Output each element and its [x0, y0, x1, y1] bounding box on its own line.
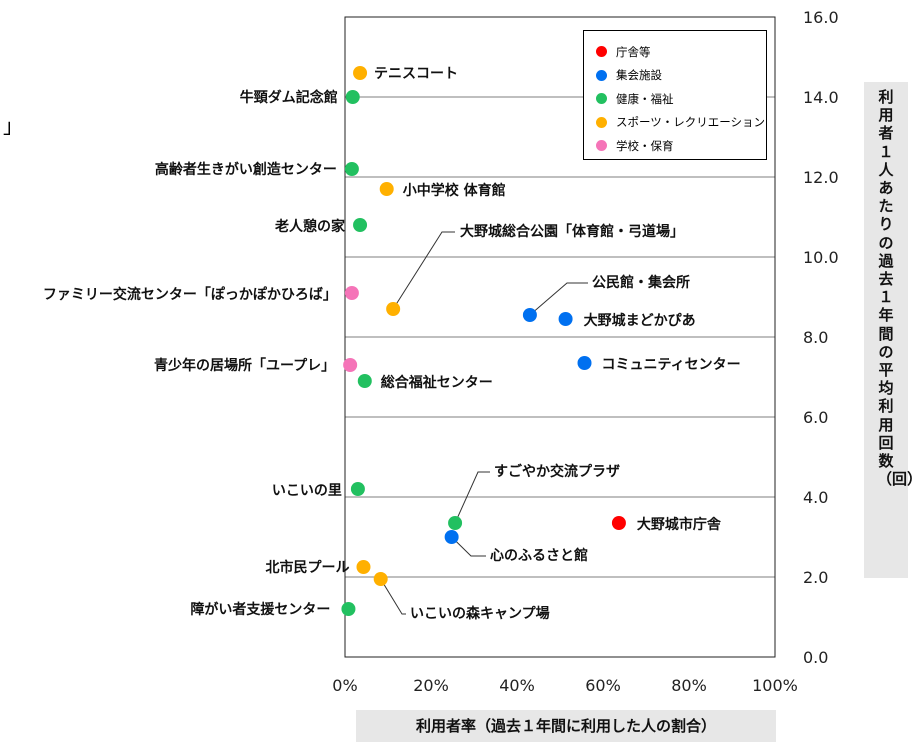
legend-marker — [596, 140, 607, 152]
y-tick-label: 12.0 — [803, 168, 839, 187]
gridlines — [345, 96, 775, 578]
data-point — [341, 602, 356, 616]
leader-line — [380, 578, 406, 615]
y-axis-title: 利用者１人あたりの過去１年間の平均利用回数（回） — [864, 82, 922, 578]
point-label: 総合福祉センター — [381, 374, 493, 391]
y-tick-label: 16.0 — [803, 8, 839, 27]
data-point — [448, 516, 463, 530]
data-point — [444, 530, 459, 544]
x-tick-label: 20% — [413, 676, 449, 695]
y-tick-label: 6.0 — [803, 408, 828, 427]
y-tick-label: 2.0 — [803, 568, 828, 587]
point-label: いこいの里 — [272, 483, 342, 499]
scatter-chart: 0.0 2.0 4.0 6.0 8.0 10.0 12.0 14.0 16.0 0% 20% 40%… — [43, 8, 839, 695]
point-label: 小中学校 体育館 — [403, 182, 506, 199]
legend-item: 健康・福祉 — [596, 87, 766, 111]
data-point — [356, 560, 371, 574]
leader-line — [392, 231, 455, 310]
legend-label: スポーツ・レクリエーション — [616, 115, 766, 130]
data-point — [350, 482, 365, 496]
y-axis-title-text: 利用者１人あたりの過去１年間の平均利用回数（回） — [877, 88, 922, 489]
x-tick-labels: 0% 20% 40% 60% 80% 100% — [332, 676, 798, 695]
point-label: 高齢者生きがい創造センター — [155, 161, 337, 178]
data-point — [577, 356, 592, 370]
point-label: コミュニティセンター — [602, 357, 741, 373]
x-tick-label: 80% — [671, 676, 707, 695]
point-label: 牛頸ダム記念館 — [240, 89, 338, 106]
point-label: 大野城まどかぴあ — [584, 312, 696, 329]
legend-label: 健康・福祉 — [616, 91, 674, 106]
data-point — [344, 162, 359, 176]
plot-area-frame — [344, 16, 776, 658]
data-point — [386, 302, 401, 316]
y-tick-label: 14.0 — [803, 88, 839, 107]
y-tick-labels: 0.0 2.0 4.0 6.0 8.0 10.0 12.0 14.0 16.0 — [803, 8, 839, 667]
point-labels: テニスコート牛頸ダム記念館高齢者生きがい創造センター小中学校 体育館老人憩の家大… — [43, 66, 741, 622]
stray-bracket-mark: 」 — [3, 114, 23, 138]
legend-item: 学校・保育 — [596, 134, 766, 158]
legend-label: 庁舎等 — [616, 44, 651, 59]
data-point — [353, 66, 368, 80]
point-label: 青少年の居場所「ユープレ」 — [154, 357, 335, 374]
leader-line — [451, 536, 486, 557]
y-tick-label: 8.0 — [803, 328, 828, 347]
legend-item: スポーツ・レクリエーション — [596, 111, 766, 135]
y-tick-label: 4.0 — [803, 488, 828, 507]
x-tick-label: 60% — [585, 676, 621, 695]
data-point — [357, 374, 372, 388]
x-tick-label: 0% — [332, 676, 357, 695]
point-label: 北市民プール — [265, 559, 349, 576]
data-point — [558, 312, 573, 326]
data-point — [344, 286, 359, 300]
x-tick-label: 40% — [499, 676, 535, 695]
y-tick-label: 0.0 — [803, 648, 828, 667]
legend: 庁舎等集会施設健康・福祉スポーツ・レクリエーション 学校・保育 — [583, 30, 767, 160]
data-point — [343, 358, 358, 372]
point-label: 公民館・集会所 — [592, 274, 690, 291]
leader-lines — [380, 231, 588, 615]
point-label: 老人憩の家 — [275, 218, 346, 235]
legend-label: 学校・保育 — [616, 138, 674, 153]
data-point — [353, 218, 368, 232]
legend-item: 集会施設 — [596, 64, 766, 88]
point-label: 心のふるさと館 — [490, 547, 588, 564]
data-point — [522, 308, 537, 322]
data-points — [341, 66, 626, 616]
legend-marker — [596, 69, 607, 81]
data-point — [345, 90, 360, 104]
legend-marker — [596, 46, 607, 58]
leader-line — [454, 471, 490, 524]
point-label: テニスコート — [374, 66, 458, 82]
point-label: 大野城総合公園「体育館・弓道場」 — [460, 223, 684, 240]
x-tick-label: 100% — [752, 676, 798, 695]
legend-label: 集会施設 — [616, 68, 662, 83]
legend-item: 庁舎等 — [596, 40, 766, 64]
data-point — [373, 572, 388, 586]
point-label: 大野城市庁舎 — [637, 516, 722, 533]
point-label: ファミリー交流センター「ぽっかぽかひろば」 — [43, 286, 337, 303]
legend-marker — [596, 93, 607, 105]
data-point — [379, 182, 394, 196]
leader-line — [529, 282, 588, 316]
data-point — [611, 516, 626, 530]
legend-marker — [596, 116, 607, 128]
point-label: いこいの森キャンプ場 — [410, 605, 550, 622]
y-tick-label: 10.0 — [803, 248, 839, 267]
point-label: すごやか交流プラザ — [494, 463, 620, 480]
x-axis-title: 利用者率（過去１年間に利用した人の割合） — [356, 710, 776, 742]
x-axis-title-text: 利用者率（過去１年間に利用した人の割合） — [415, 717, 716, 735]
point-label: 障がい者支援センター — [190, 601, 330, 618]
